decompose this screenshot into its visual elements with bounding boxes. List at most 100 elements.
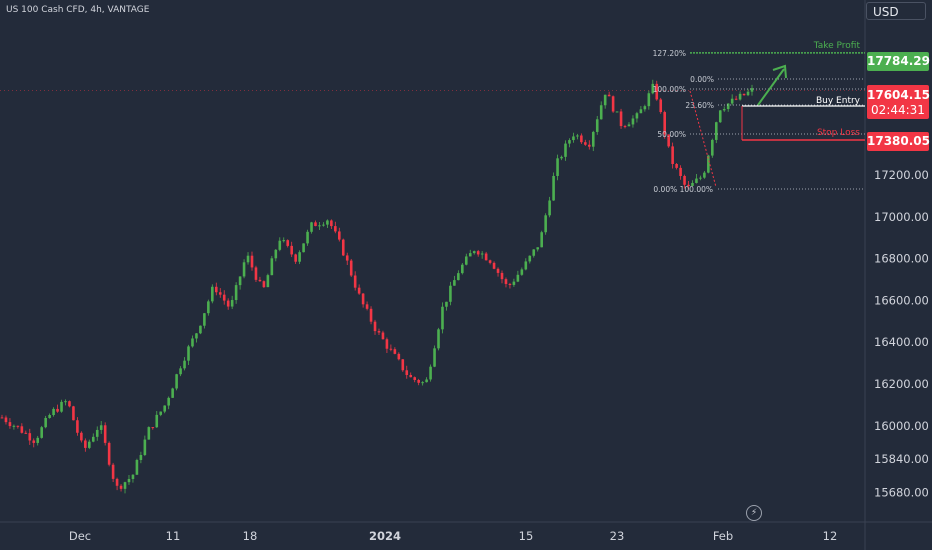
candle-body — [270, 258, 274, 276]
x-tick-label: 2024 — [369, 529, 401, 543]
candle-body — [151, 427, 155, 429]
candle-body — [306, 231, 309, 244]
y-tick-label: 16000.00 — [874, 419, 929, 433]
candle-body — [171, 388, 174, 398]
candle-body — [389, 348, 393, 350]
candle-body — [627, 124, 631, 127]
candle-body — [195, 333, 198, 339]
candle-body — [615, 111, 619, 113]
candle-body — [246, 255, 250, 263]
candle-body — [203, 313, 206, 326]
candle-body — [353, 275, 357, 288]
candle-body — [119, 485, 123, 489]
candle-body — [663, 112, 666, 135]
x-tick-label: 23 — [610, 529, 625, 543]
take-profit-label: Take Profit — [813, 41, 861, 51]
candle-body — [40, 427, 43, 438]
candle-body — [603, 94, 607, 106]
y-tick-label: 15840.00 — [874, 452, 929, 466]
candle-body — [548, 200, 551, 216]
candle-body — [750, 88, 754, 92]
candle-body — [536, 247, 540, 250]
candle-body — [179, 368, 182, 375]
candle-body — [357, 287, 361, 294]
candle-body — [266, 275, 270, 288]
candle-body — [64, 401, 67, 403]
candle-body — [488, 260, 492, 263]
candle-body — [655, 83, 659, 100]
candle-body — [437, 329, 440, 349]
candle-body — [500, 272, 504, 280]
candle-body — [60, 401, 63, 412]
candle-body — [639, 109, 643, 114]
candle-body — [226, 300, 230, 307]
candle-body — [734, 98, 738, 100]
candle-body — [417, 379, 420, 383]
candle-body — [544, 215, 547, 233]
candle-body — [635, 113, 639, 119]
lightning-icon[interactable]: ⚡ — [746, 505, 762, 521]
candle-body — [730, 98, 734, 104]
candle-body — [99, 425, 103, 430]
candle-body — [746, 91, 750, 96]
stop-loss-price-tag: 17380.05 — [867, 132, 930, 151]
candle-body — [643, 106, 647, 110]
candle-body — [687, 184, 690, 186]
candle-body — [409, 374, 413, 378]
candle-body — [472, 251, 476, 254]
candle-body — [707, 155, 710, 173]
candle-body — [230, 300, 234, 307]
candle-body — [143, 439, 147, 456]
candle-body — [361, 293, 365, 305]
candle-body — [377, 331, 381, 333]
candle-body — [48, 415, 51, 418]
candle-body — [699, 177, 702, 179]
candle-body — [349, 260, 353, 276]
candle-body — [528, 255, 532, 262]
candle-body — [496, 268, 500, 273]
fib-level-label: 50.00% — [657, 130, 686, 139]
candle-body — [44, 417, 47, 428]
candle-body — [242, 262, 246, 277]
candle-body — [345, 255, 349, 261]
candle-body — [135, 459, 139, 475]
candle-body — [84, 440, 87, 448]
y-tick-label: 15680.00 — [874, 486, 929, 500]
candle-body — [421, 382, 424, 384]
candle-body — [20, 426, 24, 433]
candle-body — [32, 440, 36, 443]
candle-body — [330, 220, 333, 227]
candle-body — [91, 436, 95, 442]
fib-level-label: 100.00% — [653, 85, 686, 94]
currency-selector[interactable]: USD — [866, 2, 926, 20]
candle-body — [631, 118, 635, 125]
candle-body — [72, 406, 75, 421]
y-tick-label: 16800.00 — [874, 252, 929, 266]
candle-body — [695, 178, 698, 183]
candle-body — [679, 167, 682, 176]
candle-body — [8, 422, 12, 427]
y-tick-label: 16200.00 — [874, 377, 929, 391]
candle-body — [445, 301, 448, 307]
candle-body — [449, 285, 452, 302]
candle-body — [552, 175, 555, 201]
x-tick-label: 18 — [243, 529, 258, 543]
candle-body — [524, 261, 528, 270]
candle-body — [504, 279, 508, 284]
candle-body — [671, 146, 674, 164]
candle-body — [274, 249, 278, 259]
candle-body — [103, 425, 107, 443]
current-price-tag: 17604.15 02:44:31 — [867, 85, 930, 119]
candle-body — [290, 245, 293, 255]
projection-arrow — [757, 68, 785, 106]
candle-body — [413, 377, 416, 380]
candle-body — [588, 144, 591, 147]
candle-body — [76, 420, 79, 433]
fib-level-label: 23.60% — [685, 101, 714, 110]
candle-body — [560, 156, 563, 159]
candle-body — [464, 256, 468, 265]
candle-body — [468, 253, 472, 257]
candle-body — [131, 474, 135, 479]
candle-body — [28, 433, 32, 441]
